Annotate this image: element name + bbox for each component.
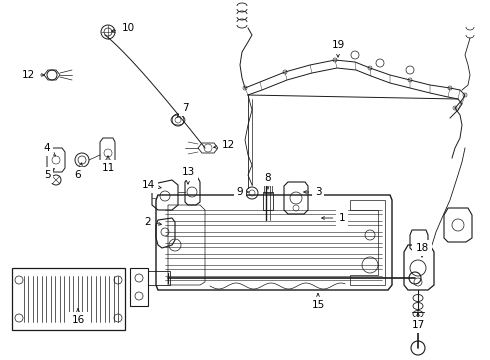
Text: 2: 2 bbox=[145, 217, 161, 227]
Text: 10: 10 bbox=[112, 23, 135, 33]
Text: 16: 16 bbox=[72, 309, 85, 325]
Text: 11: 11 bbox=[101, 156, 115, 173]
Bar bbox=[148, 271, 170, 285]
Text: 7: 7 bbox=[177, 103, 188, 118]
Bar bbox=[264, 185, 272, 193]
Text: 12: 12 bbox=[214, 140, 235, 150]
Bar bbox=[263, 192, 273, 210]
Bar bbox=[130, 268, 148, 306]
Text: 8: 8 bbox=[265, 173, 271, 189]
Text: 18: 18 bbox=[416, 243, 429, 257]
Text: 13: 13 bbox=[181, 167, 195, 184]
Text: 3: 3 bbox=[304, 187, 321, 197]
Text: 19: 19 bbox=[331, 40, 344, 57]
Text: 14: 14 bbox=[142, 180, 161, 190]
Text: 4: 4 bbox=[44, 143, 55, 156]
Text: 6: 6 bbox=[74, 163, 82, 180]
Text: 15: 15 bbox=[311, 294, 325, 310]
Bar bbox=[12, 268, 125, 330]
Text: 12: 12 bbox=[22, 70, 44, 80]
Text: 5: 5 bbox=[44, 168, 54, 180]
Text: 9: 9 bbox=[237, 187, 249, 197]
Text: 17: 17 bbox=[412, 313, 425, 330]
Text: 1: 1 bbox=[322, 213, 345, 223]
